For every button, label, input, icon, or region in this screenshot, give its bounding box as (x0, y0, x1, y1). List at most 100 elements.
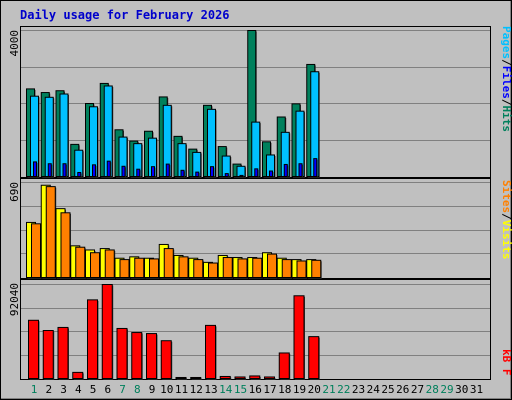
day-label: 22 (337, 383, 350, 396)
sites-bar-body (119, 259, 130, 278)
sites-bar-body (60, 212, 71, 278)
files-bar (210, 166, 215, 178)
day-label: 7 (119, 383, 126, 396)
day-label: 31 (470, 383, 483, 396)
kbytes-bar-body (308, 336, 320, 379)
day-label: 28 (426, 383, 439, 396)
files-bar (121, 165, 126, 178)
kbytes-bar-body (175, 376, 187, 379)
kbytes-bar-body (57, 326, 69, 379)
sites-bar (267, 253, 278, 279)
files-bar-body (77, 171, 82, 178)
sites-bar (75, 246, 86, 279)
day-label: 12 (190, 383, 203, 396)
sites-bar-body (208, 262, 218, 279)
day-label: 2 (45, 383, 52, 396)
files-bar-body (47, 163, 52, 178)
day-label: 25 (381, 383, 394, 396)
kbytes-bar-body (131, 332, 143, 379)
day-label: 11 (175, 383, 188, 396)
chart-marks (21, 30, 490, 380)
kbytes-bar (219, 375, 232, 380)
sites-bar-body (237, 258, 248, 279)
sites-bar-body (252, 257, 263, 279)
files-bar-body (165, 163, 170, 177)
day-label: 27 (411, 383, 424, 396)
sites-bar (134, 257, 145, 279)
files-bar-body (269, 170, 273, 177)
sites-bar (252, 257, 263, 279)
files-bar (47, 163, 53, 178)
day-label: 5 (90, 383, 97, 396)
files-bar-body (298, 163, 303, 178)
legend-pages: Pages (500, 26, 512, 59)
kbytes-bar (146, 333, 158, 380)
files-bar-body (33, 161, 37, 177)
sites-bar-body (31, 223, 41, 279)
kbytes-bar-body (42, 329, 54, 380)
kbytes-bar (42, 329, 55, 380)
day-label: 3 (60, 383, 67, 396)
kbytes-bar (234, 376, 246, 380)
files-bar (92, 164, 97, 178)
kbytes-bar (28, 319, 40, 380)
files-bar-body (151, 166, 155, 178)
kbytes-bar-body (28, 319, 39, 380)
kbytes-bar-body (146, 333, 157, 380)
files-bar-body (62, 163, 67, 178)
files-bar-body (224, 173, 229, 178)
sites-bar-body (163, 248, 174, 279)
kbytes-bar (175, 376, 187, 380)
files-bar-body (283, 163, 288, 178)
sites-bar (281, 259, 293, 279)
day-label: 13 (204, 383, 217, 396)
kbytes-bar (160, 340, 173, 380)
kbytes-bar-body (249, 375, 261, 380)
day-label: 10 (160, 383, 173, 396)
kbytes-bar (72, 371, 84, 380)
sites-bar-body (311, 259, 322, 278)
files-bar-body (180, 169, 185, 177)
files-bar (224, 173, 230, 178)
sites-bar-body (267, 253, 277, 279)
kbytes-bar (249, 375, 261, 380)
files-bar (269, 170, 274, 178)
kbytes-bar-body (101, 284, 113, 379)
sites-bar (119, 259, 130, 279)
files-bar (239, 174, 244, 178)
kbytes-bar (87, 299, 99, 380)
files-bar (298, 163, 303, 178)
files-bar (136, 168, 141, 178)
kbytes-bar-body (264, 376, 275, 379)
files-bar (283, 163, 289, 178)
kbytes-max-label: 92040 (8, 283, 21, 316)
files-bar-body (92, 164, 96, 178)
visitors-legend: Sites/Visits (500, 180, 512, 260)
kbytes-bar (278, 352, 291, 380)
sites-bar (178, 256, 189, 279)
visitors-max-label: 690 (8, 182, 21, 202)
day-label: 9 (149, 383, 156, 396)
files-bar (77, 171, 82, 178)
day-label: 4 (75, 383, 82, 396)
usage-legend: Pages/Files/Hits (500, 26, 512, 132)
sites-bar-body (45, 186, 56, 278)
files-bar (313, 158, 318, 178)
sites-bar (31, 223, 42, 279)
sites-bar (222, 257, 234, 279)
kbytes-bar-body (116, 327, 128, 380)
files-bar-body (210, 166, 214, 178)
files-bar (195, 171, 200, 178)
kbytes-bar (205, 324, 217, 380)
day-label: 19 (293, 383, 306, 396)
sites-bar-body (134, 257, 145, 279)
legend-hits: Hits (500, 106, 512, 133)
files-bar-body (254, 168, 259, 178)
sites-bar (208, 262, 219, 279)
sites-bar-body (296, 260, 307, 279)
day-label: 23 (352, 383, 365, 396)
sites-bar (45, 186, 57, 279)
kbytes-bar-body (219, 375, 231, 379)
files-bar-body (313, 158, 318, 178)
files-bar (33, 161, 38, 178)
